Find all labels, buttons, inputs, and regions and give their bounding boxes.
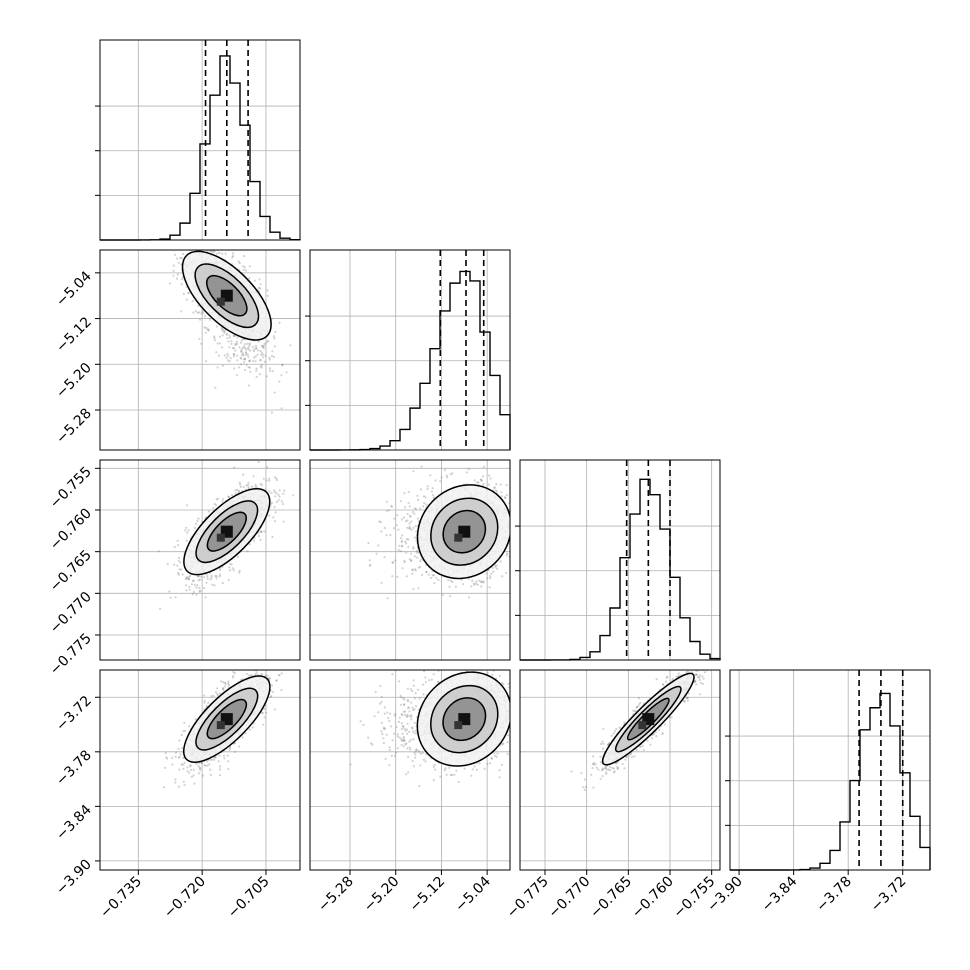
density-core <box>454 721 463 730</box>
histogram-3 <box>730 692 931 871</box>
scatter-panel-3-2 <box>519 669 721 871</box>
y-tick-label: −3.72 <box>53 693 95 735</box>
y-tick-label: −5.20 <box>53 360 95 402</box>
x-tick-label: −0.765 <box>587 874 635 922</box>
y-tick-label: −5.28 <box>53 406 95 448</box>
panel-frame <box>99 39 301 241</box>
y-tick-label: −0.770 <box>47 589 95 637</box>
scatter-panel-3-0 <box>99 669 301 871</box>
density-core <box>216 297 225 306</box>
y-tick-label: −5.04 <box>53 268 95 310</box>
panel-frame <box>99 249 301 451</box>
x-tick-label: −0.705 <box>225 874 273 922</box>
y-tick-label: −3.90 <box>53 856 95 898</box>
x-tick-label: −5.12 <box>407 874 449 916</box>
panel-frame <box>309 249 511 451</box>
y-tick-label: −0.760 <box>47 506 95 554</box>
x-tick-label: −0.770 <box>546 874 594 922</box>
scatter-panel-2-0 <box>99 459 301 661</box>
x-tick-label: −3.78 <box>813 874 855 916</box>
panel-frame <box>519 459 721 661</box>
density-core <box>638 721 647 730</box>
y-tick-label: −0.775 <box>47 631 95 679</box>
scatter-panel-2-1 <box>309 459 511 661</box>
hist-panel-2 <box>515 459 721 661</box>
hist-panel-0 <box>95 39 301 241</box>
x-tick-label: −0.720 <box>161 874 209 922</box>
x-tick-label: −5.28 <box>315 874 357 916</box>
panel-frame <box>309 669 511 871</box>
panel-frame <box>309 459 511 661</box>
hist-panel-1 <box>305 249 511 451</box>
y-tick-label: −0.765 <box>47 547 95 595</box>
x-tick-label: −0.760 <box>629 874 677 922</box>
scatter-panel-3-1 <box>309 669 511 871</box>
x-tick-label: −5.04 <box>452 873 494 915</box>
x-tick-label: −3.72 <box>868 874 910 916</box>
scatter-panel-1-0 <box>99 249 301 451</box>
density-core <box>454 533 463 542</box>
panel-frame <box>99 459 301 661</box>
y-tick-label: −5.12 <box>53 314 95 356</box>
x-tick-label: −0.735 <box>97 874 145 922</box>
x-tick-label: −3.84 <box>759 873 801 915</box>
x-tick-label: −5.20 <box>361 874 403 916</box>
y-tick-label: −3.78 <box>53 747 95 789</box>
y-tick-label: −0.755 <box>47 464 95 512</box>
x-tick-label: −0.775 <box>504 874 552 922</box>
panel-frame <box>519 669 721 871</box>
panel-frame <box>99 669 301 871</box>
panel-frame <box>729 669 931 871</box>
density-core <box>216 533 225 542</box>
hist-panel-3 <box>725 669 931 871</box>
y-tick-label: −3.84 <box>53 802 95 844</box>
histogram-2 <box>520 478 721 661</box>
density-core <box>216 721 225 730</box>
histogram-0 <box>100 55 301 241</box>
